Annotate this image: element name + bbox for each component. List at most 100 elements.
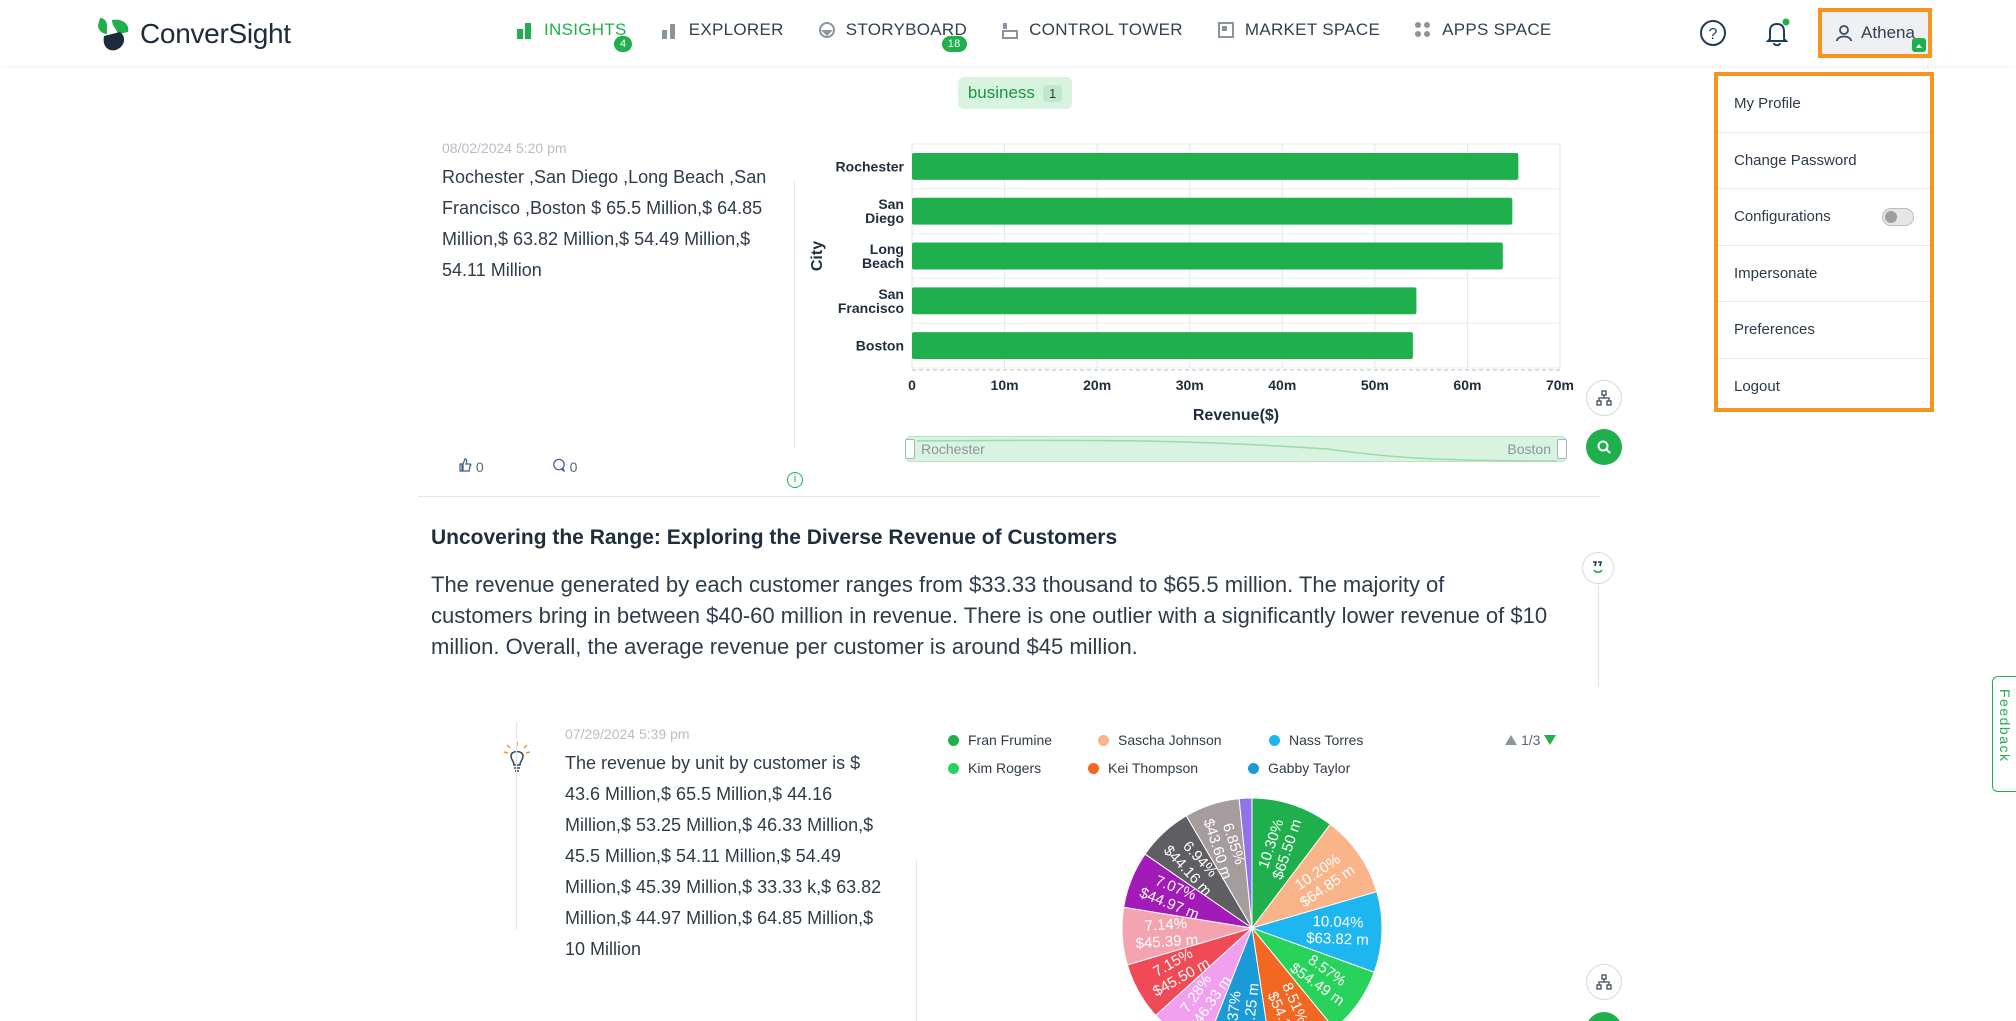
pie-value-label: $53.25 m	[1239, 982, 1263, 1021]
comment-button[interactable]: 0	[552, 458, 612, 475]
menu-logout[interactable]: Logout	[1718, 359, 1930, 416]
pie-percent-label: 10.04%	[1312, 913, 1363, 932]
top-navbar: ConverSight INSIGHTS 4 EXPLORER STORYBOA…	[0, 0, 2016, 66]
nav-storyboard-badge: 18	[941, 36, 967, 52]
bar	[912, 287, 1417, 315]
chat-icon[interactable]	[1582, 552, 1614, 584]
like-count: 0	[475, 459, 484, 475]
bar	[912, 152, 1519, 180]
pie-percent-label: 7.14%	[1144, 915, 1188, 935]
nav-storyboard[interactable]: STORYBOARD 18	[818, 20, 968, 52]
logo-icon	[94, 14, 134, 54]
section-divider	[418, 496, 1600, 497]
legend-item[interactable]: Kei Thompson	[1088, 760, 1198, 776]
pie-slice	[1251, 797, 1332, 930]
nav-storyboard-label: STORYBOARD	[845, 20, 968, 39]
menu-preferences[interactable]: Preferences	[1718, 302, 1930, 359]
hierarchy-icon-2[interactable]	[1586, 964, 1622, 1000]
hierarchy-icon[interactable]	[1586, 380, 1622, 416]
legend-item[interactable]: Sascha Johnson	[1098, 732, 1222, 748]
legend-dot	[1269, 734, 1280, 746]
bell-icon[interactable]	[1762, 18, 1792, 48]
insight2-summary-text: The revenue by unit by customer is $ 43.…	[565, 753, 882, 959]
legend-dot	[1248, 762, 1259, 774]
pager-up-icon[interactable]	[1504, 734, 1518, 746]
bulb-icon	[502, 742, 532, 781]
filter-chip[interactable]: business 1	[958, 77, 1072, 109]
menu-configurations-label: Configurations	[1734, 208, 1831, 226]
apps-space-icon	[1414, 21, 1432, 39]
insights-icon	[516, 21, 534, 39]
y-tick-label: Boston	[856, 338, 904, 354]
feedback-tab[interactable]: Feedback	[1992, 676, 2016, 792]
pie-slice	[1250, 926, 1375, 1021]
card-divider	[794, 180, 795, 448]
range-trend-line	[916, 439, 1558, 462]
chart-range-slider[interactable]: Rochester Boston	[905, 436, 1567, 462]
legend-label: Fran Frumine	[968, 732, 1053, 748]
menu-change-password[interactable]: Change Password	[1718, 133, 1930, 189]
nav-market-space-label: MARKET SPACE	[1244, 20, 1381, 39]
legend-item[interactable]: Gabby Taylor	[1248, 760, 1350, 776]
nav-explorer-label: EXPLORER	[688, 20, 784, 39]
storyboard-icon	[818, 21, 836, 39]
pie-value-label: $45.39 m	[1135, 931, 1199, 952]
nav-insights-badge: 4	[614, 36, 633, 52]
x-tick-label: 30m	[1176, 377, 1204, 393]
nav-insights[interactable]: INSIGHTS 4	[516, 20, 633, 52]
legend-item[interactable]: Kim Rogers	[948, 760, 1041, 776]
nav-apps-space[interactable]: APPS SPACE	[1414, 20, 1551, 40]
menu-impersonate[interactable]: Impersonate	[1718, 246, 1930, 302]
nav-market-space[interactable]: MARKET SPACE	[1217, 20, 1380, 40]
y-axis-title: City	[809, 241, 826, 271]
range-handle-end[interactable]	[1557, 439, 1567, 459]
user-name: Athena	[1861, 23, 1915, 42]
nav-apps-space-label: APPS SPACE	[1442, 20, 1552, 39]
timeline-line	[1598, 586, 1599, 686]
legend-label: Kim Rogers	[968, 760, 1042, 776]
legend-item[interactable]: Nass Torres	[1269, 732, 1363, 748]
search-icon-2[interactable]	[1586, 1012, 1622, 1021]
main-nav: INSIGHTS 4 EXPLORER STORYBOARD 18 CONTRO…	[516, 20, 1586, 52]
user-icon	[1835, 24, 1853, 42]
nav-insights-label: INSIGHTS	[544, 20, 627, 39]
menu-logout-label: Logout	[1734, 378, 1780, 396]
insight-timestamp: 08/02/2024 5:20 pm	[442, 140, 567, 156]
card2-divider	[916, 860, 917, 1021]
y-tick-label: Rochester	[836, 158, 905, 174]
insight-reactions: 0 0	[458, 458, 645, 475]
user-dropdown-menu: My Profile Change Password Configuration…	[1714, 72, 1934, 412]
pie-value-label: $63.82 m	[1306, 930, 1369, 949]
nav-control-tower-label: CONTROL TOWER	[1029, 20, 1183, 39]
menu-my-profile[interactable]: My Profile	[1718, 76, 1930, 133]
x-tick-label: 70m	[1546, 377, 1574, 393]
control-tower-icon	[1001, 21, 1019, 39]
pie-label: 7.14%$45.39 m	[1135, 915, 1199, 952]
legend-item[interactable]: Fran Frumine	[948, 732, 1052, 748]
nav-explorer[interactable]: EXPLORER	[661, 20, 784, 40]
search-icon[interactable]	[1586, 429, 1622, 465]
comment-count: 0	[569, 459, 578, 475]
insight-summary-text: Rochester ,San Diego ,Long Beach ,San Fr…	[442, 167, 767, 280]
svg-text:?: ?	[1709, 26, 1718, 43]
info-icon[interactable]: i	[787, 472, 803, 488]
configurations-toggle[interactable]	[1882, 207, 1914, 226]
bar	[912, 242, 1503, 270]
range-handle-start[interactable]	[905, 439, 915, 459]
user-menu-caret-icon	[1912, 38, 1926, 52]
pager-down-icon[interactable]	[1543, 734, 1557, 746]
y-tick-label: Diego	[865, 210, 904, 226]
explorer-icon	[661, 21, 679, 39]
menu-configurations[interactable]: Configurations	[1718, 189, 1930, 246]
menu-impersonate-label: Impersonate	[1734, 264, 1818, 282]
user-menu-button[interactable]: Athena	[1818, 8, 1932, 58]
pie-percent-label: 8.37%	[1223, 990, 1245, 1021]
nav-control-tower[interactable]: CONTROL TOWER	[1001, 20, 1183, 40]
like-button[interactable]: 0	[458, 458, 518, 475]
app-logo[interactable]: ConverSight	[94, 14, 291, 54]
comment-icon	[552, 458, 565, 473]
x-tick-label: 40m	[1268, 377, 1296, 393]
y-tick-label: Long	[870, 241, 904, 257]
help-icon[interactable]: ?	[1698, 18, 1728, 48]
legend-label: Kei Thompson	[1108, 760, 1199, 776]
